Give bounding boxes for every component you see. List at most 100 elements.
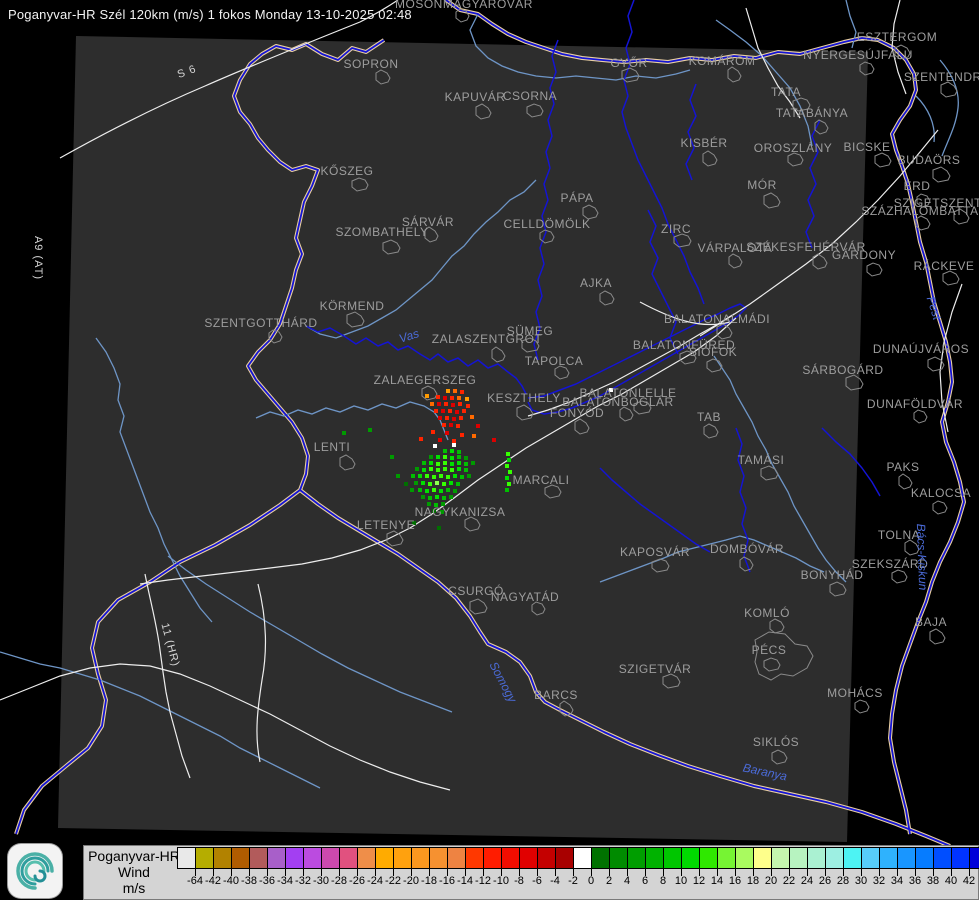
legend-color-swatch [699,847,718,869]
radar-echo-cell [433,444,437,448]
legend-tick [483,869,484,876]
legend-tick [447,869,448,876]
radar-echo-cell [457,467,461,471]
legend-color-swatch [591,847,610,869]
legend-tick [609,869,610,876]
legend-tick-label: 6 [641,875,649,887]
legend-tick [915,869,916,876]
legend-color-swatch [573,847,592,869]
legend-tick [375,869,376,876]
legend-color-swatch [501,847,520,869]
city-label: ESZTERGOM [856,30,938,44]
radar-echo-layer [342,388,613,530]
legend-color-swatch [519,847,538,869]
legend-source: Poganyvar-HR [88,848,180,864]
city-label: NYERGESÚJFALU [803,48,913,62]
radar-echo-cell [505,476,509,480]
city-label: KAPUVÁR [444,90,506,104]
radar-echo-cell [428,482,432,486]
boundary-squiggle [386,530,404,547]
legend-tick-label: 16 [728,875,742,887]
legend-tick-label: -6 [532,875,542,887]
radar-echo-cell [410,488,414,492]
boundary-squiggle [619,406,634,422]
radar-echo-cell [450,456,454,460]
boundary-squiggle [940,81,958,98]
legend-color-swatch [789,847,808,869]
legend-tick-label: 10 [674,875,688,887]
legend-tick-label: 4 [623,875,631,887]
legend-tick [591,869,592,876]
city-label: ZALAEGERSZEG [373,373,477,387]
legend-color-swatch [969,847,979,869]
radar-echo-cell [422,461,426,465]
boundary-squiggle [932,500,948,515]
legend-tick-label: -16 [439,875,455,887]
legend-color-swatch [897,847,916,869]
county-label: Somogy [486,659,520,705]
boundary-squiggle [859,61,875,76]
city-label: BUDAÖRS [897,153,961,167]
legend-tick-label: 12 [692,875,706,887]
legend-color-swatch [267,847,286,869]
radar-echo-cell [419,437,423,441]
city-label: ZIRC [661,222,691,236]
legend-tick-label: 2 [605,875,613,887]
legend-tick [519,869,520,876]
legend-color-swatch [951,847,970,869]
boundary-squiggle [792,97,811,112]
boundary-squiggle [702,150,718,167]
city-label: KALOCSA [910,486,972,500]
legend-tick [249,869,250,876]
legend-tick [699,869,700,876]
radar-echo-cell [508,470,512,474]
radar-echo-cell [443,467,447,471]
legend-color-swatch [393,847,412,869]
city-label: FONYÓD [549,406,605,420]
legend-tick-label: -22 [385,875,401,887]
radar-echo-cell [436,462,440,466]
boundary-squiggle [703,423,719,439]
legend-tick-label: -18 [421,875,437,887]
legend-tick [303,869,304,876]
legend-tick-label: -36 [259,875,275,887]
radar-echo-cell [428,496,432,500]
radar-echo-cell [443,455,447,459]
legend-unit: m/s [122,880,146,896]
boundary-squiggle [526,103,544,118]
legend-tick [555,869,556,876]
legend-tick [789,869,790,876]
boundary-squiggle [651,558,670,573]
legend-tick [663,869,664,876]
radar-echo-cell [450,396,454,400]
radar-echo-cell [457,396,461,400]
legend-tick [861,869,862,876]
city-label: DUNAÚJVÁROS [872,342,970,356]
city-label: KOMLÓ [744,606,790,620]
boundary-squiggle [633,400,652,415]
city-label: SZEKSZÁRD [851,557,929,571]
radar-echo-cell [442,482,446,486]
radar-echo-cell [453,389,457,393]
radar-echo-cell [466,404,470,408]
city-label: GÁRDONY [831,248,897,262]
boundary-squiggle [559,700,574,717]
radar-echo-cell [467,474,471,478]
boundary-squiggle [424,226,439,243]
legend-color-swatch [807,847,826,869]
radar-echo-cell [506,452,510,456]
legend-tick-label: 30 [854,875,868,887]
city-label: BALATONFÜRED [632,338,736,352]
radar-echo-cell [446,389,450,393]
legend-tick [321,869,322,876]
county-label: Bács-Kiskun [913,523,931,591]
city-label: MOHÁCS [827,686,883,700]
boundary-squiggle [769,618,785,634]
legend-tick-label: 26 [818,875,832,887]
legend-tick-label: -10 [493,875,509,887]
boundary-squiggle [346,311,365,328]
radar-echo-cell [422,468,426,472]
legend-tick-label: -38 [241,875,257,887]
legend-tick-label: 8 [659,875,667,887]
radar-echo-cell [435,481,439,485]
